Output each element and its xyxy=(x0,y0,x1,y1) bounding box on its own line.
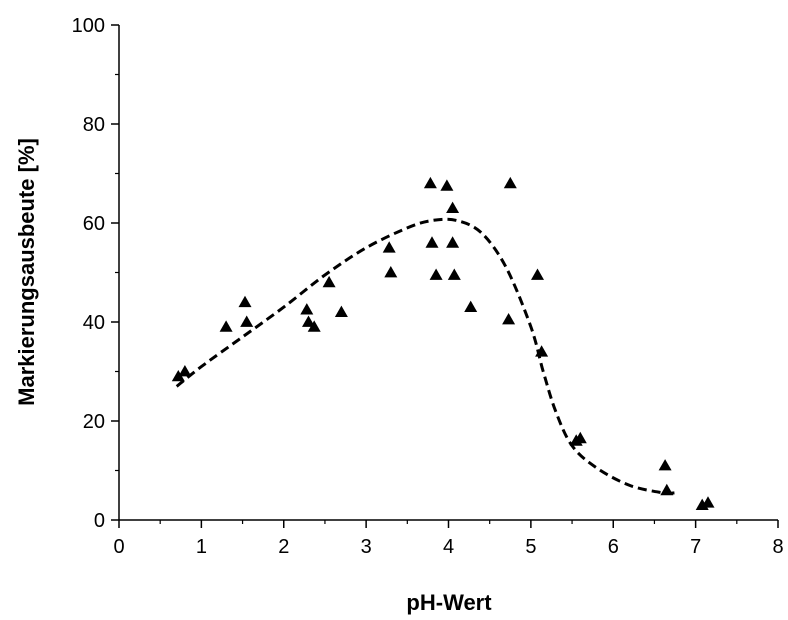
data-point xyxy=(503,176,517,189)
y-tick-label: 100 xyxy=(72,15,105,37)
data-point xyxy=(573,431,587,444)
data-point xyxy=(531,268,544,280)
y-axis-label: Markierungsausbeute [%] xyxy=(14,138,39,406)
data-point xyxy=(464,300,478,312)
x-axis-label: pH-Wert xyxy=(406,590,492,615)
data-point xyxy=(322,275,336,288)
data-point xyxy=(429,268,443,280)
y-tick-label: 20 xyxy=(83,411,105,433)
axes xyxy=(118,25,778,521)
data-point xyxy=(425,236,439,248)
data-point xyxy=(219,320,233,332)
data-point xyxy=(423,176,437,189)
data-point xyxy=(307,320,321,332)
x-tick-label: 0 xyxy=(113,536,124,558)
trend-line xyxy=(175,217,676,495)
y-tick-label: 0 xyxy=(94,510,105,532)
data-point xyxy=(502,313,516,325)
x-tick-label: 1 xyxy=(196,536,207,558)
data-point xyxy=(384,266,398,278)
x-tick-label: 6 xyxy=(608,536,619,558)
data-point xyxy=(660,483,674,496)
data-point xyxy=(447,268,461,280)
x-tick-label: 7 xyxy=(690,536,701,558)
x-tick-label: 3 xyxy=(361,536,372,558)
data-point xyxy=(334,305,348,317)
data-point xyxy=(535,345,549,357)
x-tick-label: 4 xyxy=(443,536,454,558)
y-tick-label: 80 xyxy=(83,114,105,136)
data-point xyxy=(171,370,185,382)
data-point xyxy=(240,315,254,327)
data-point xyxy=(300,303,314,315)
y-tick-label: 60 xyxy=(83,213,105,235)
data-point xyxy=(382,241,396,253)
data-points xyxy=(171,176,715,510)
trend-line-layer xyxy=(175,217,676,495)
data-point xyxy=(178,365,192,377)
data-point xyxy=(238,295,252,308)
data-point xyxy=(446,236,460,248)
data-point xyxy=(440,179,454,191)
y-tick-label: 40 xyxy=(83,312,105,334)
data-point xyxy=(446,201,460,213)
x-tick-label: 2 xyxy=(278,536,289,558)
data-point xyxy=(302,315,315,327)
x-tick-label: 5 xyxy=(525,536,536,558)
x-tick-label: 8 xyxy=(772,536,783,558)
data-point xyxy=(701,496,715,508)
data-point xyxy=(658,459,672,471)
